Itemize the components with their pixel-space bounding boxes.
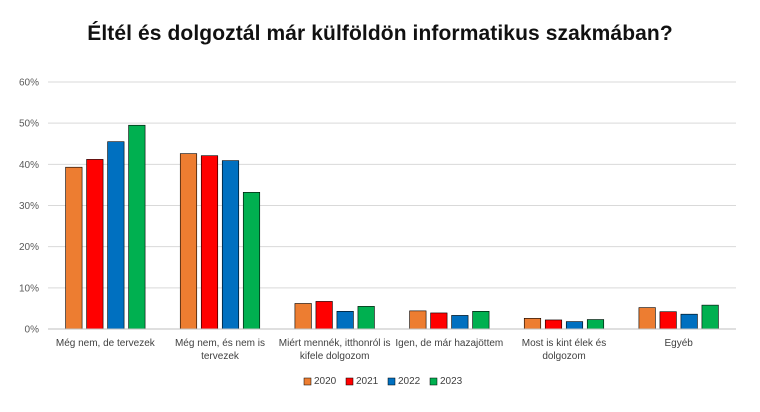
x-category-label-line: dolgozom bbox=[542, 351, 585, 362]
bar-2023-cat-1 bbox=[128, 124, 146, 330]
y-tick-label: 20% bbox=[19, 242, 39, 253]
y-tick-label: 50% bbox=[19, 119, 39, 130]
x-category-label: Most is kint élek és dolgozom bbox=[522, 338, 606, 362]
bar-2021-cat-3 bbox=[315, 301, 333, 330]
legend-swatch-2020 bbox=[303, 377, 312, 386]
x-category-label-line: Miért mennék, itthonról is bbox=[279, 338, 391, 349]
y-tick-label: 10% bbox=[19, 283, 39, 294]
bar-2020-cat-4 bbox=[409, 310, 427, 330]
bar-2021-cat-2 bbox=[200, 155, 219, 330]
bar-2023-cat-4 bbox=[472, 310, 490, 330]
x-category-label-line: Igen, de már hazajöttem bbox=[395, 338, 503, 349]
bar-2023-cat-3 bbox=[357, 306, 375, 330]
bar-2022-cat-3 bbox=[336, 310, 354, 330]
legend-swatch-2022 bbox=[387, 377, 396, 386]
y-tick-label: 40% bbox=[19, 160, 39, 171]
y-tick-label: 0% bbox=[25, 325, 40, 336]
bar-2023-cat-5 bbox=[586, 319, 605, 330]
bar-2020-cat-1 bbox=[65, 166, 83, 330]
y-axis-ticks: 0% 10% 20% 30% 40% 50% 60% bbox=[19, 78, 39, 336]
bar-2020-cat-6 bbox=[638, 307, 656, 330]
bar-2022-cat-1 bbox=[107, 141, 125, 330]
bar-2023-cat-6 bbox=[701, 304, 719, 330]
legend-label-2021: 2021 bbox=[356, 376, 379, 387]
legend-swatch-2021 bbox=[345, 377, 354, 386]
x-category-label-line: Most is kint élek és bbox=[522, 338, 606, 349]
x-category-label-line: Még nem, és nem is bbox=[175, 338, 265, 349]
x-category-label-line: kifele dolgozom bbox=[300, 351, 369, 362]
x-category-label: Még nem, de tervezek bbox=[56, 338, 156, 349]
bar-2021-cat-6 bbox=[659, 311, 677, 330]
bar-2020-cat-3 bbox=[294, 303, 312, 330]
bar-2022-cat-4 bbox=[451, 315, 469, 330]
y-tick-label: 30% bbox=[19, 201, 39, 212]
y-tick-label: 60% bbox=[19, 78, 39, 89]
bar-2020-cat-5 bbox=[523, 317, 542, 330]
x-category-label-line: tervezek bbox=[201, 351, 240, 362]
x-category-label: Miért mennék, itthonról is kifele dolgozo… bbox=[279, 338, 391, 362]
gridlines bbox=[48, 81, 736, 289]
legend: 2020 2021 2022 2023 bbox=[303, 376, 463, 387]
bar-2021-cat-5 bbox=[544, 319, 563, 330]
legend-label-2023: 2023 bbox=[440, 376, 463, 387]
legend-label-2020: 2020 bbox=[314, 376, 337, 387]
bar-2021-cat-1 bbox=[86, 159, 104, 330]
bar-2022-cat-5 bbox=[565, 321, 584, 330]
legend-label-2022: 2022 bbox=[398, 376, 421, 387]
bars bbox=[65, 124, 719, 330]
x-category-label-line: Még nem, de tervezek bbox=[56, 338, 156, 349]
bar-2021-cat-4 bbox=[430, 312, 448, 330]
bar-2022-cat-2 bbox=[221, 160, 240, 330]
chart-title: Éltél és dolgoztál már külföldön informa… bbox=[87, 22, 673, 45]
x-category-label: Még nem, és nem is tervezek bbox=[175, 338, 265, 362]
x-category-label: Egyéb bbox=[664, 338, 693, 349]
bar-2022-cat-6 bbox=[680, 313, 698, 330]
legend-swatch-2023 bbox=[429, 377, 438, 386]
x-axis-labels: Még nem, de tervezek Még nem, és nem is te… bbox=[56, 338, 693, 362]
x-category-label-line: Egyéb bbox=[664, 338, 693, 349]
x-category-label: Igen, de már hazajöttem bbox=[395, 338, 503, 349]
bar-2023-cat-2 bbox=[242, 192, 261, 330]
bar-2020-cat-2 bbox=[179, 153, 198, 330]
